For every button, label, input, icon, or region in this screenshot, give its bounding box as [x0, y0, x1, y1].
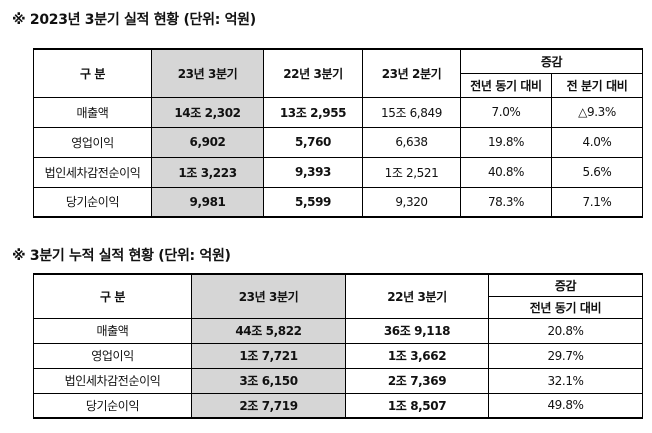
table-row: 법인세차감전순이익 1조 3,223 9,393 1조 2,521 40.8% … [33, 156, 643, 188]
cell-q3-2022: 1조 8,507 [345, 392, 489, 419]
cell-q3-2022: 13조 2,955 [263, 96, 363, 128]
cell-qoq: △9.3% [551, 96, 643, 128]
cell-q3-2022: 2조 7,369 [345, 367, 489, 394]
cumulative-results-table: 구 분 23년 3분기 22년 3분기 증감 전년 동기 대비 매출액 44조 … [33, 273, 643, 419]
cell-q2-2023: 1조 2,521 [362, 156, 461, 188]
cell-qoq: 5.6% [551, 156, 643, 188]
cell-q3-2023: 1조 3,223 [151, 156, 264, 188]
cell-q2-2023: 9,320 [362, 186, 461, 218]
header-q3-2023: 23년 3분기 [191, 273, 346, 319]
table-row: 영업이익 6,902 5,760 6,638 19.8% 4.0% [33, 126, 643, 158]
cell-q3-2023: 14조 2,302 [151, 96, 264, 128]
cell-yoy: 40.8% [460, 156, 552, 188]
cell-qoq: 4.0% [551, 126, 643, 158]
cumulative-results-title: ※ 3분기 누적 실적 현황 (단위: 억원) [12, 248, 231, 264]
cell-q3-2023: 44조 5,822 [191, 317, 346, 344]
row-label: 당기순이익 [33, 186, 152, 218]
cell-q3-2022: 1조 3,662 [345, 342, 489, 369]
row-label: 영업이익 [33, 342, 192, 369]
table-row: 매출액 14조 2,302 13조 2,955 15조 6,849 7.0% △… [33, 96, 643, 128]
row-label: 매출액 [33, 317, 192, 344]
header-yoy: 전년 동기 대비 [488, 295, 643, 319]
cell-yoy: 78.3% [460, 186, 552, 218]
cell-yoy: 19.8% [460, 126, 552, 158]
cell-q3-2023: 1조 7,721 [191, 342, 346, 369]
header-change: 증감 [488, 273, 643, 297]
table-row: 당기순이익 9,981 5,599 9,320 78.3% 7.1% [33, 186, 643, 218]
row-label: 당기순이익 [33, 392, 192, 419]
header-q2-2023: 23년 2분기 [362, 48, 461, 98]
table-row: 당기순이익 2조 7,719 1조 8,507 49.8% [33, 392, 643, 419]
table-row: 영업이익 1조 7,721 1조 3,662 29.7% [33, 342, 643, 369]
cell-q2-2023: 6,638 [362, 126, 461, 158]
cell-qoq: 7.1% [551, 186, 643, 218]
table-row: 법인세차감전순이익 3조 6,150 2조 7,369 32.1% [33, 367, 643, 394]
cell-q3-2022: 9,393 [263, 156, 363, 188]
row-label: 법인세차감전순이익 [33, 156, 152, 188]
row-label: 영업이익 [33, 126, 152, 158]
cell-yoy: 29.7% [488, 342, 643, 369]
q3-results-title: ※ 2023년 3분기 실적 현황 (단위: 억원) [12, 12, 256, 28]
cell-yoy: 49.8% [488, 392, 643, 419]
cell-q2-2023: 15조 6,849 [362, 96, 461, 128]
cell-q3-2023: 6,902 [151, 126, 264, 158]
row-label: 법인세차감전순이익 [33, 367, 192, 394]
row-label: 매출액 [33, 96, 152, 128]
header-q3-2023: 23년 3분기 [151, 48, 264, 98]
cell-q3-2022: 5,599 [263, 186, 363, 218]
cell-yoy: 20.8% [488, 317, 643, 344]
header-yoy: 전년 동기 대비 [460, 72, 552, 98]
header-qoq: 전 분기 대비 [551, 72, 643, 98]
cell-yoy: 32.1% [488, 367, 643, 394]
cell-q3-2023: 9,981 [151, 186, 264, 218]
cell-q3-2022: 5,760 [263, 126, 363, 158]
header-change: 증감 [460, 48, 643, 74]
header-q3-2022: 22년 3분기 [345, 273, 489, 319]
table-row: 매출액 44조 5,822 36조 9,118 20.8% [33, 317, 643, 344]
cell-q3-2023: 3조 6,150 [191, 367, 346, 394]
header-q3-2022: 22년 3분기 [263, 48, 363, 98]
cell-q3-2022: 36조 9,118 [345, 317, 489, 344]
header-category: 구 분 [33, 273, 192, 319]
header-category: 구 분 [33, 48, 152, 98]
q3-results-table: 구 분 23년 3분기 22년 3분기 23년 2분기 증감 전년 동기 대비 … [33, 48, 643, 218]
cell-q3-2023: 2조 7,719 [191, 392, 346, 419]
cell-yoy: 7.0% [460, 96, 552, 128]
